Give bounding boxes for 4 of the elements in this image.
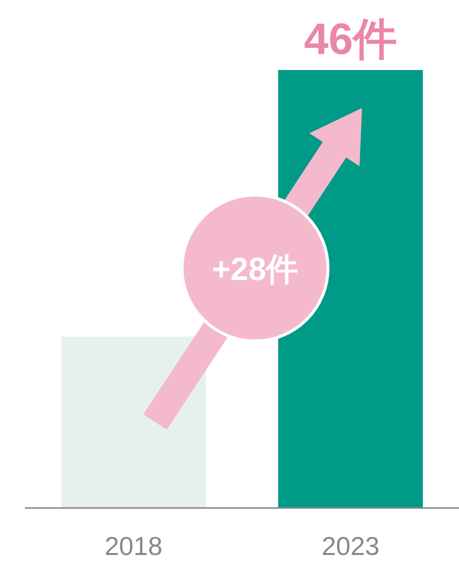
x-tick-label: 2018 (104, 531, 162, 561)
x-tick-label: 2023 (322, 531, 380, 561)
annotation: +28件 (212, 251, 298, 287)
data-label: 46件 (304, 15, 397, 64)
